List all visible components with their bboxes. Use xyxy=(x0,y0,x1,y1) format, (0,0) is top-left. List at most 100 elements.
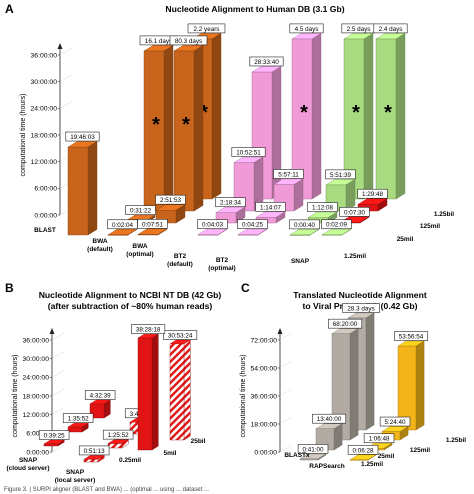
bar xyxy=(107,439,130,449)
bar xyxy=(349,454,377,461)
y-axis-arrow-icon xyxy=(277,328,283,334)
grid-line xyxy=(279,360,293,369)
data-label-box xyxy=(163,330,198,340)
data-label: 0:06:28 xyxy=(347,444,379,455)
bar xyxy=(331,328,359,441)
grid-line xyxy=(279,444,293,453)
data-label: 0:02:09 xyxy=(321,219,352,230)
category-label-line: BWA xyxy=(132,243,147,250)
y-tick-label: 24:00:00 xyxy=(23,375,50,382)
category-label: BT2(default) xyxy=(167,253,193,268)
data-label: 19:46:03 xyxy=(65,131,100,142)
data-label: 2:51:53 xyxy=(155,194,186,205)
category-label-line: (default) xyxy=(87,246,113,253)
data-label-text: 0:00:40 xyxy=(294,222,316,229)
category-label-line: BT2 xyxy=(216,257,229,264)
category-label-line: BT2 xyxy=(174,253,187,260)
truncation-star: * xyxy=(352,102,360,124)
depth-series-label: 125mil xyxy=(410,447,430,454)
data-label: 1:25:52 xyxy=(102,429,134,440)
data-label-box xyxy=(78,445,110,456)
chart-title-line: Nucleotide Alignment to Human DB (3.1 Gb… xyxy=(165,4,344,14)
data-label-box xyxy=(137,219,168,229)
data-label: 0:00:40 xyxy=(289,219,320,230)
truncation-star: * xyxy=(200,102,208,124)
bar-front xyxy=(107,443,123,449)
data-label: 4:32:39 xyxy=(84,390,116,400)
bar-front xyxy=(107,234,129,236)
data-label: 2.5 days xyxy=(341,23,376,34)
bar-front xyxy=(299,458,319,461)
y-tick-label: 6:00:00 xyxy=(26,431,49,438)
data-label-text: 1:14:07 xyxy=(260,204,282,211)
depth-series-label: 0.25mil xyxy=(119,457,141,464)
chart-panel-B: B Nucleotide Alignment to NCBI NT DB (42 … xyxy=(5,281,221,484)
data-label-text: 2:18:34 xyxy=(220,200,242,207)
bar-side xyxy=(415,340,425,431)
data-label-box xyxy=(155,194,186,205)
chart-panel-A: A Nucleotide Alignment to Human DB (3.1 G… xyxy=(5,2,454,272)
data-label: 80.3 days xyxy=(169,35,208,46)
data-label: 28:33:40 xyxy=(249,56,284,67)
category-label-line: SNAP xyxy=(66,469,85,476)
depth-series-label: 1.25mil xyxy=(361,461,383,468)
data-label-box xyxy=(347,444,379,455)
chart-title: Nucleotide Alignment to NCBI NT DB (42 G… xyxy=(39,290,222,311)
data-label: 1:06:48 xyxy=(363,433,395,444)
chart-title-line: Nucleotide Alignment to NCBI NT DB (42 G… xyxy=(39,290,222,300)
grid-line xyxy=(51,370,65,378)
bar-side xyxy=(363,33,374,200)
data-label-text: 0:04:03 xyxy=(202,222,224,229)
data-label-box xyxy=(379,416,411,427)
depth-series-label: 25mil xyxy=(397,236,414,243)
depth-series-label: 1.25bil xyxy=(434,211,454,218)
data-label-text: 28:33:40 xyxy=(254,59,279,66)
data-label-text: 2.5 days xyxy=(347,26,371,33)
grid-line xyxy=(51,444,65,453)
bar xyxy=(321,228,352,236)
data-label-text: 30:53:24 xyxy=(168,332,193,339)
data-label-text: 53:56:54 xyxy=(399,334,424,341)
bar xyxy=(137,333,160,451)
data-label: 2:18:34 xyxy=(215,197,246,207)
data-label-box xyxy=(237,219,268,229)
bar xyxy=(137,228,168,236)
bar-side xyxy=(365,312,375,431)
y-axis-label: computational time (hours) xyxy=(12,355,19,438)
bar xyxy=(375,33,406,200)
bar-front xyxy=(43,443,59,447)
bar-front xyxy=(289,234,311,236)
data-label: 38:28:18 xyxy=(131,324,166,334)
category-label-line: BLAST xyxy=(34,227,56,234)
category-label-line: (optimal) xyxy=(126,251,153,258)
data-label-text: 4:32:39 xyxy=(90,392,112,399)
depth-series-label: 5mil xyxy=(163,450,176,457)
data-label: 1:12:08 xyxy=(307,202,338,212)
y-tick-label: 72:00:00 xyxy=(251,337,278,344)
data-label-text: 0:07:51 xyxy=(142,221,164,228)
data-label: 0:07:30 xyxy=(339,207,370,217)
data-label: 13:40:00 xyxy=(312,413,347,424)
data-label: 28.3 days xyxy=(342,303,380,313)
data-label-box xyxy=(62,413,94,423)
data-label-text: 5:24:40 xyxy=(385,419,407,426)
y-tick-label: 0:00:00 xyxy=(26,449,49,456)
y-tick-label: 18:00:00 xyxy=(251,421,278,428)
category-label: SNAP(cloud server) xyxy=(7,457,50,472)
data-label-box xyxy=(307,202,338,212)
bar-front xyxy=(197,234,219,236)
bar xyxy=(143,45,174,212)
chart-title-line: (after subtraction of ~80% human reads) xyxy=(48,301,213,311)
caption-fragment: Figure 3. | SURPI aligner (BLAST and BWA… xyxy=(4,487,209,493)
data-label: 53:56:54 xyxy=(394,331,429,341)
data-label-text: 0:02:04 xyxy=(112,222,134,229)
bar-front xyxy=(67,426,83,433)
data-label-text: 10:52:51 xyxy=(236,150,261,157)
data-label-box xyxy=(65,131,100,142)
chart-title: Nucleotide Alignment to Human DB (3.1 Gb… xyxy=(165,4,344,14)
data-label: 10:52:51 xyxy=(231,147,266,157)
data-label-text: 1:12:08 xyxy=(312,205,334,212)
bar-side xyxy=(151,333,159,451)
data-label-text: 28.3 days xyxy=(347,305,374,312)
y-tick-label: 18:00:00 xyxy=(23,393,50,400)
